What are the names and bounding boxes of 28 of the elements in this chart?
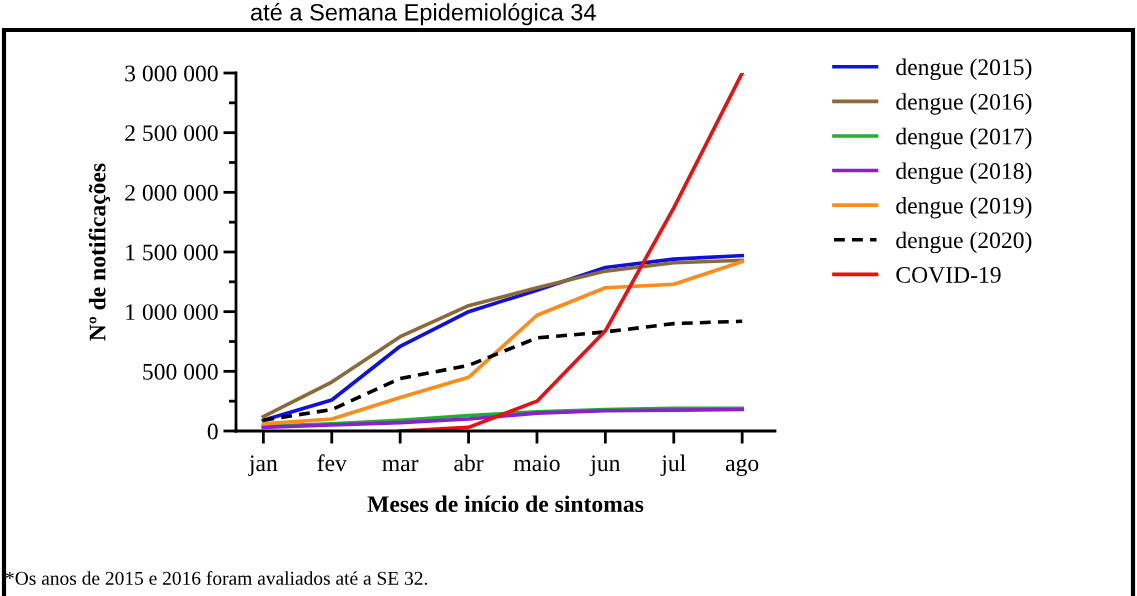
chart-title: até a Semana Epidemiológica 34: [251, 3, 596, 26]
y-tick-label: 0: [207, 423, 218, 440]
y-tick-label: 2 000 000: [125, 184, 218, 201]
x-axis-title: Meses de início de sintomas: [367, 495, 644, 513]
line-series: [261, 319, 744, 423]
legend-label: dengue (2020): [896, 231, 1032, 254]
text: *Os anos de 2015 e 2016 foram avaliados até a SE 32.: [5, 570, 428, 585]
legend-label: dengue (2015): [896, 58, 1032, 81]
legend-label: dengue (2018): [896, 162, 1032, 184]
y-tick-label: 1 000 000: [126, 304, 218, 321]
y-axis-title: Nº de notificações: [88, 163, 111, 341]
y-tick-label: 1 500 000: [126, 244, 218, 261]
x-tick-label: fev: [317, 454, 347, 472]
legend-label: dengue (2019): [896, 197, 1032, 219]
y-tick-label: 2 500 000: [125, 125, 218, 142]
y-tick-label: 500 000: [143, 363, 218, 380]
x-tick-label: jun: [589, 455, 621, 477]
x-tick-label: mar: [382, 459, 419, 472]
x-tick-label: ago: [725, 458, 759, 477]
x-tick-label: jan: [248, 455, 278, 477]
legend-label: dengue (2017): [896, 127, 1032, 150]
x-tick-label: maio: [513, 455, 560, 472]
x-tick-label: jul: [660, 454, 686, 477]
y-tick-label: 3 000 000: [125, 65, 218, 82]
legend-label: dengue (2016): [896, 93, 1032, 115]
x-tick-label: abr: [454, 454, 484, 472]
legend-label: COVID-19: [896, 267, 1001, 283]
line-series: [398, 73, 744, 431]
